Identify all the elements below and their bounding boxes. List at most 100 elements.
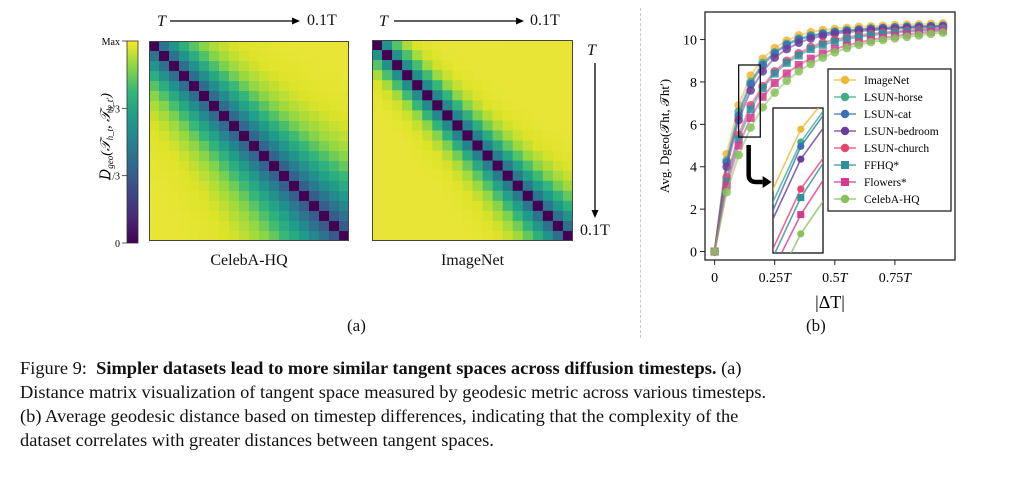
heatmap-cell <box>482 200 493 212</box>
heatmap-cell <box>199 51 210 62</box>
heatmap-cell <box>169 191 180 202</box>
heatmap-cell <box>279 201 290 212</box>
heatmap-cell <box>329 171 340 182</box>
heatmap-cell <box>159 231 170 241</box>
heatmap-cell <box>542 150 554 161</box>
heatmap-cell <box>532 40 544 51</box>
heatmap-cell <box>169 151 180 162</box>
heatmap-cell <box>482 190 493 202</box>
heatmap-cell <box>319 61 330 72</box>
heatmap-cell <box>329 211 340 222</box>
heatmap-cell <box>169 71 180 82</box>
heatmap-cell <box>472 120 483 131</box>
heatmap-cell <box>392 160 403 171</box>
heatmap-cell <box>562 170 573 181</box>
heatmap-cell <box>239 41 250 52</box>
data-point <box>794 38 804 48</box>
heatmap-cell <box>219 221 230 232</box>
heatmap-cell <box>249 171 260 182</box>
data-point <box>770 79 779 88</box>
heatmap-cell <box>542 50 554 61</box>
heatmap-cell <box>309 41 320 52</box>
y-tick-label: 4 <box>690 161 697 176</box>
heatmap-cell <box>269 181 280 192</box>
heatmap-imagenet <box>372 40 573 241</box>
heatmap-cell <box>502 160 513 171</box>
caption-tail: (a) <box>721 358 742 378</box>
heatmap-cell <box>382 90 393 101</box>
heatmap-cell <box>482 40 493 51</box>
heatmap-cell <box>319 101 330 112</box>
panel-divider <box>640 8 641 338</box>
heatmap-cell <box>422 150 433 161</box>
heatmap-cell <box>532 100 544 111</box>
heatmap-cell <box>402 50 413 61</box>
heatmap-cell <box>189 41 200 52</box>
heatmap-cell <box>432 190 443 202</box>
heatmap-cell <box>189 51 200 62</box>
heatmap-cell <box>269 171 280 182</box>
heatmap-cell <box>532 130 544 141</box>
heatmap-cell <box>482 230 493 241</box>
heatmap-cell <box>502 210 513 222</box>
heatmap-cell <box>259 51 270 62</box>
heatmap-cell <box>289 111 300 122</box>
heatmap-cell <box>189 111 200 122</box>
heatmap-cell <box>199 221 210 232</box>
heatmap-cell <box>372 180 383 192</box>
heatmap-cell <box>179 51 190 62</box>
heatmap-cell <box>209 171 220 182</box>
heatmap-cell <box>432 40 443 51</box>
heatmap-cell <box>442 80 453 91</box>
heatmap-cell <box>199 211 210 222</box>
x-tick-label: 0.5T <box>822 271 849 286</box>
heatmap-cell <box>339 161 349 172</box>
heatmap-cell <box>472 80 483 91</box>
heatmap-cell <box>239 131 250 142</box>
heatmap-cell <box>522 190 534 202</box>
heatmap-cell <box>562 130 573 141</box>
heatmap-cell <box>239 111 250 122</box>
heatmap-cell <box>482 210 493 222</box>
heatmap-cell <box>452 150 463 161</box>
heatmap-cell <box>432 120 443 131</box>
data-point <box>806 45 815 54</box>
heatmap-cell <box>329 71 340 82</box>
heatmap-cell <box>472 110 483 121</box>
heatmap-cell <box>412 40 423 51</box>
heatmap-cell <box>442 70 453 81</box>
data-point <box>818 31 828 41</box>
heatmap-cell <box>552 80 564 91</box>
heatmap-cell <box>522 50 534 61</box>
heatmap-cell <box>279 131 290 142</box>
heatmap-cell <box>269 221 280 232</box>
heatmap-cell <box>289 201 300 212</box>
data-point <box>782 69 791 78</box>
heatmap-cell <box>392 120 403 131</box>
caption-line-3: (b) Average geodesic distance based on t… <box>20 406 739 426</box>
heatmap-cell <box>289 151 300 162</box>
heatmap-cell <box>219 61 230 72</box>
heatmap-cell <box>219 71 230 82</box>
heatmap-cell <box>339 171 349 182</box>
heatmap-cell <box>432 150 443 161</box>
heatmap-cell <box>269 231 280 241</box>
heatmap-cell <box>229 151 240 162</box>
heatmap-cell <box>532 180 544 192</box>
heatmap-cell <box>562 70 573 81</box>
x-tick-label: 0.25T <box>759 271 793 286</box>
heatmap-cell <box>239 71 250 82</box>
heatmap-cell <box>382 140 393 151</box>
heatmap-cell <box>239 91 250 102</box>
heatmap-cell <box>482 160 493 171</box>
data-point <box>794 67 804 76</box>
heatmap-cell <box>492 100 503 111</box>
heatmap-cell <box>259 191 270 202</box>
heatmap-cell <box>552 100 564 111</box>
heatmap-cell <box>319 141 330 152</box>
heatmap-cell <box>392 170 403 181</box>
heatmap-cell <box>372 70 383 81</box>
heatmap-cell <box>339 101 349 112</box>
heatmap-cell <box>462 210 473 222</box>
heatmap-cell <box>289 171 300 182</box>
